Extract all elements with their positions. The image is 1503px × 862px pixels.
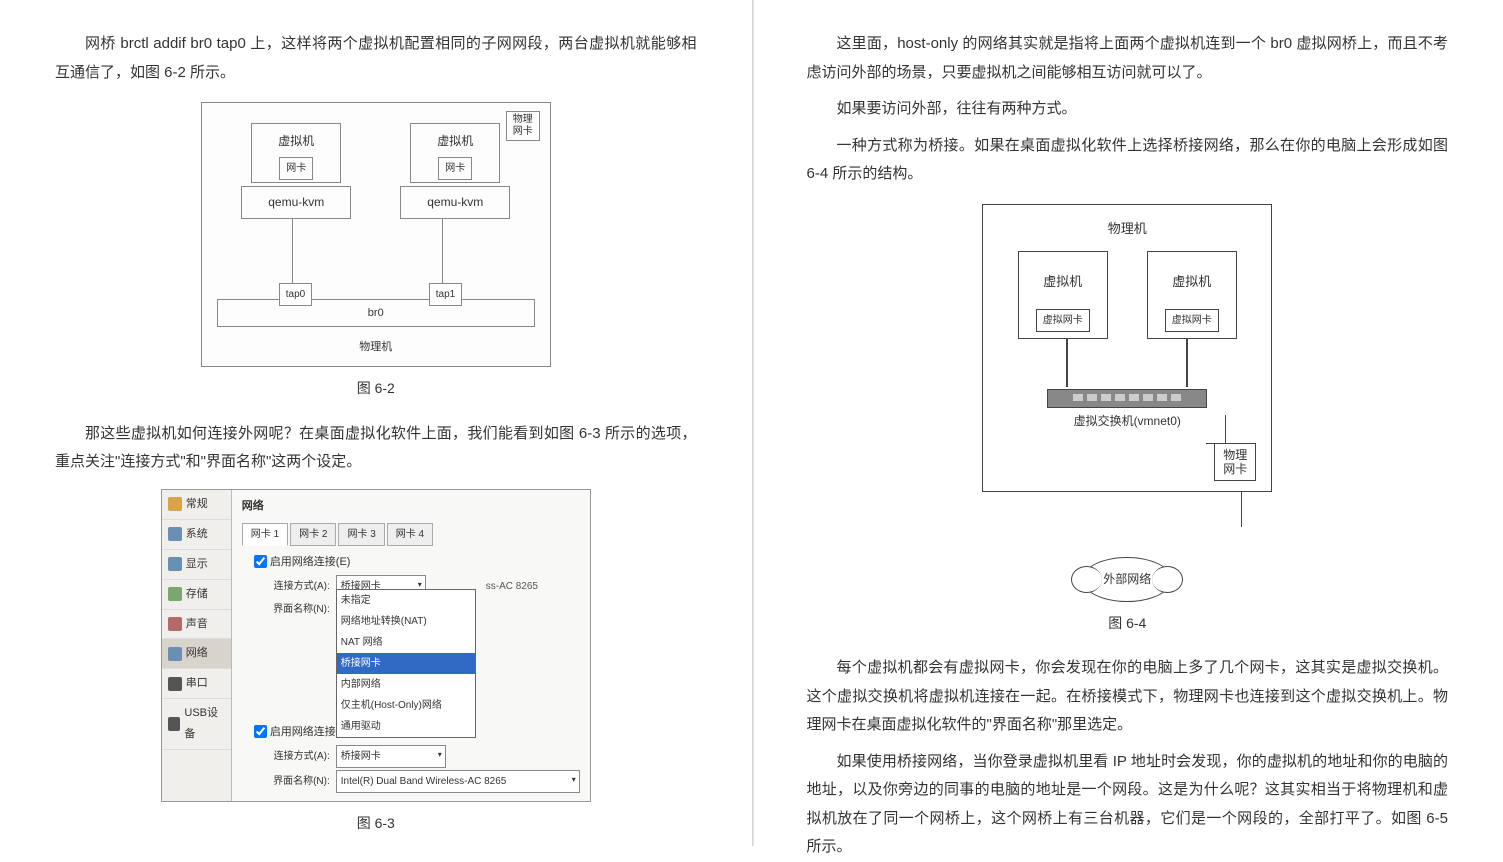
settings-sidebar: 常规系统显示存储声音网络串口USB设备: [162, 490, 232, 801]
sidebar-icon: [168, 677, 182, 691]
host-label: 物理机: [217, 337, 535, 358]
sidebar-item-7[interactable]: USB设备: [162, 699, 231, 750]
nic-tab-2[interactable]: 网卡 2: [290, 523, 336, 546]
para-r1: 这里面，host-only 的网络其实就是指将上面两个虚拟机连到一个 br0 虚…: [807, 30, 1449, 87]
iface-label: 界面名称(N):: [260, 600, 330, 619]
dropdown-option[interactable]: 内部网络: [337, 674, 475, 695]
sidebar-item-6[interactable]: 串口: [162, 669, 231, 699]
dropdown-option[interactable]: 网络地址转换(NAT): [337, 611, 475, 632]
vm-box-2: 虚拟机 网卡: [410, 123, 500, 183]
dropdown-option[interactable]: 通用驱动: [337, 716, 475, 737]
conn-dropdown-list[interactable]: 未指定网络地址转换(NAT)NAT 网络桥接网卡内部网络仅主机(Host-Onl…: [336, 589, 476, 738]
enable-checkbox[interactable]: [254, 555, 267, 568]
dropdown-option[interactable]: 桥接网卡: [337, 653, 475, 674]
nic-tab-3[interactable]: 网卡 3: [338, 523, 384, 546]
qemu-box-1: qemu-kvm: [241, 186, 351, 219]
sidebar-item-0[interactable]: 常规: [162, 490, 231, 520]
vm-box-1: 虚拟机 网卡: [251, 123, 341, 183]
sidebar-item-5[interactable]: 网络: [162, 639, 231, 669]
fig62-caption: 图 6-2: [55, 375, 697, 402]
conn-label: 连接方式(A):: [260, 577, 330, 596]
para-1: 网桥 brctl addif br0 tap0 上，这样将两个虚拟机配置相同的子…: [55, 30, 697, 87]
cloud-box: 外部网络: [1082, 557, 1172, 602]
nic-tab-4[interactable]: 网卡 4: [387, 523, 433, 546]
para-2: 那这些虚拟机如何连接外网呢？在桌面虚拟化软件上面，我们能看到如图 6-3 所示的…: [55, 420, 697, 477]
sidebar-item-2[interactable]: 显示: [162, 550, 231, 580]
pnic-box: 物理 网卡: [1214, 443, 1256, 482]
vnic-label: 虚拟网卡: [1165, 309, 1219, 332]
physical-nic-label: 物理 网卡: [506, 111, 540, 141]
tap1-label: tap1: [429, 283, 462, 306]
nic-tabs: 网卡 1网卡 2网卡 3网卡 4: [242, 523, 580, 546]
host-box: 物理机 虚拟机 虚拟网卡 虚拟机 虚拟网卡: [982, 204, 1272, 492]
sidebar-icon: [168, 617, 182, 631]
dropdown-option[interactable]: 未指定: [337, 590, 475, 611]
right-page: 这里面，host-only 的网络其实就是指将上面两个虚拟机连到一个 br0 虚…: [752, 0, 1503, 846]
sidebar-icon: [168, 587, 182, 601]
sidebar-item-4[interactable]: 声音: [162, 610, 231, 640]
fig64-caption: 图 6-4: [807, 610, 1449, 637]
conn-dropdown-2[interactable]: 桥接网卡: [336, 745, 446, 768]
sidebar-icon: [168, 527, 182, 541]
br0-box: br0: [217, 299, 535, 328]
sidebar-icon: [168, 647, 182, 661]
vnic-label: 虚拟网卡: [1036, 309, 1090, 332]
vm-box-2: 虚拟机 虚拟网卡: [1147, 251, 1237, 339]
para-r4: 每个虚拟机都会有虚拟网卡，你会发现在你的电脑上多了几个网卡，这其实是虚拟交换机。…: [807, 654, 1449, 740]
dropdown-option[interactable]: NAT 网络: [337, 632, 475, 653]
nic-label: 网卡: [438, 157, 472, 180]
para-r3: 一种方式称为桥接。如果在桌面虚拟化软件上选择桥接网络，那么在你的电脑上会形成如图…: [807, 132, 1449, 189]
vswitch-box: [1047, 389, 1207, 408]
vswitch-label: 虚拟交换机(vmnet0): [998, 410, 1256, 433]
figure-6-3: 常规系统显示存储声音网络串口USB设备 网络 网卡 1网卡 2网卡 3网卡 4 …: [161, 489, 591, 802]
figure-6-4: 物理机 虚拟机 虚拟网卡 虚拟机 虚拟网卡: [982, 204, 1272, 602]
sidebar-item-1[interactable]: 系统: [162, 520, 231, 550]
para-r5: 如果使用桥接网络，当你登录虚拟机里看 IP 地址时会发现，你的虚拟机的地址和你的…: [807, 748, 1449, 862]
dropdown-option[interactable]: 仅主机(Host-Only)网络: [337, 695, 475, 716]
sidebar-icon: [168, 497, 182, 511]
tap0-label: tap0: [279, 283, 312, 306]
nic-tab-1[interactable]: 网卡 1: [242, 523, 288, 546]
host-label: 物理机: [998, 217, 1256, 242]
para-r2: 如果要访问外部，往往有两种方式。: [807, 95, 1449, 124]
fig63-caption: 图 6-3: [55, 810, 697, 837]
qemu-box-2: qemu-kvm: [400, 186, 510, 219]
iface-dropdown-2[interactable]: Intel(R) Dual Band Wireless-AC 8265: [336, 770, 580, 793]
panel-title: 网络: [242, 496, 580, 517]
sidebar-icon: [168, 557, 182, 571]
enable-checkbox-2[interactable]: [254, 725, 267, 738]
sidebar-icon: [168, 717, 181, 731]
figure-6-2: 物理 网卡 虚拟机 网卡 虚拟机 网卡 qemu-kvm qemu-kvm: [201, 102, 551, 367]
vm-box-1: 虚拟机 虚拟网卡: [1018, 251, 1108, 339]
nic-label: 网卡: [279, 157, 313, 180]
left-page: 网桥 brctl addif br0 tap0 上，这样将两个虚拟机配置相同的子…: [0, 0, 752, 846]
sidebar-item-3[interactable]: 存储: [162, 580, 231, 610]
enable-checkbox-row: 启用网络连接(E): [254, 552, 580, 573]
